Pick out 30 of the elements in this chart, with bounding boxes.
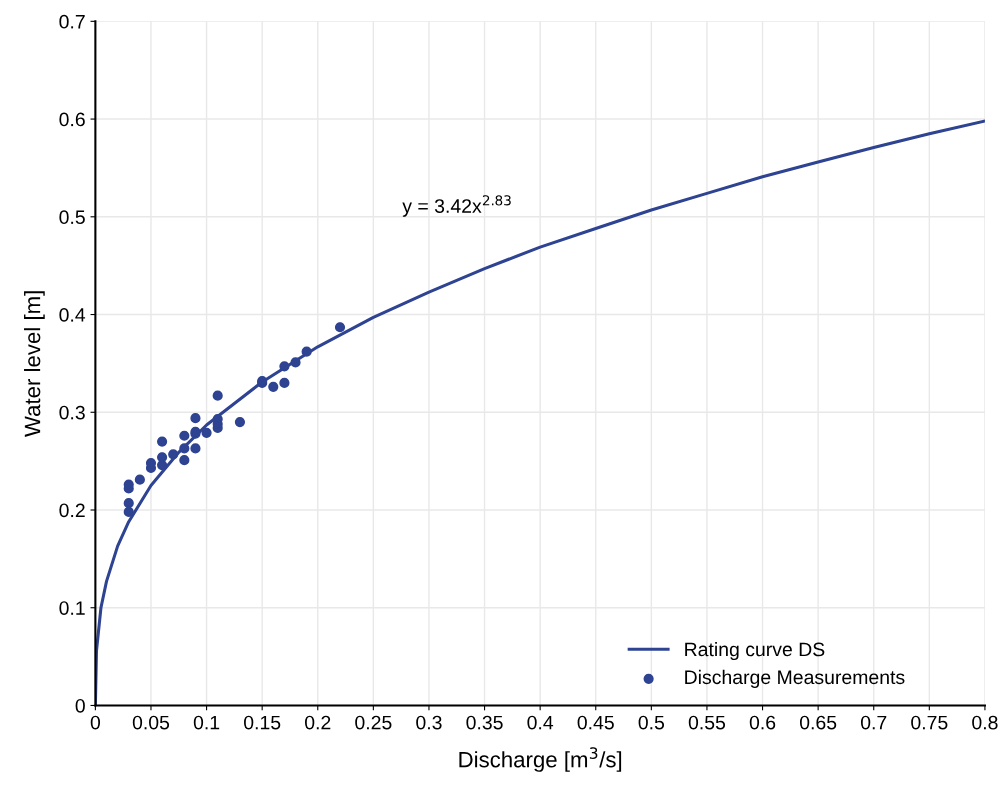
y-tick-label: 0.6 <box>59 112 85 127</box>
x-tick-label: 0.8 <box>972 715 998 730</box>
x-tick-label: 0.25 <box>355 715 392 730</box>
x-tick-label: 0.55 <box>688 715 726 730</box>
x-tick-label: 0.05 <box>132 715 170 730</box>
x-tick-label: 0.7 <box>860 715 887 730</box>
y-tick-label: 0.4 <box>59 308 86 322</box>
x-tick-label: 0.3 <box>416 715 442 730</box>
y-tick-label: 0.7 <box>59 14 85 29</box>
x-tick-label: 0.6 <box>749 715 776 730</box>
x-axis-title: Discharge [m$^{3}$/s] <box>459 747 622 772</box>
x-tick-label: 0 <box>90 715 101 730</box>
x-tick-label: 0.35 <box>466 715 503 730</box>
x-tick-label: 0.1 <box>193 715 220 730</box>
x-tick-label: 0.45 <box>577 715 614 730</box>
x-tick-label: 0.5 <box>638 715 665 730</box>
y-tick-label: 0.1 <box>59 601 85 615</box>
x-tick-label: 0.65 <box>799 715 837 730</box>
x-tick-label: 0.15 <box>244 715 281 730</box>
annotation: y = 3.42x$^{2.83}$ <box>402 195 511 217</box>
y-tick-label: 0 <box>75 698 85 713</box>
y-axis-title: Water level [m] <box>24 291 45 437</box>
x-tick-label: 0.75 <box>911 715 948 730</box>
legend-label: Discharge Measurements <box>685 669 905 688</box>
y-tick-label: 0.3 <box>59 405 85 420</box>
legend-label: Rating curve DS <box>685 642 825 661</box>
y-tick-label: 0.2 <box>59 503 85 518</box>
x-tick-label: 0.2 <box>305 715 331 730</box>
y-tick-label: 0.5 <box>59 210 85 225</box>
x-tick-label: 0.4 <box>527 715 554 730</box>
